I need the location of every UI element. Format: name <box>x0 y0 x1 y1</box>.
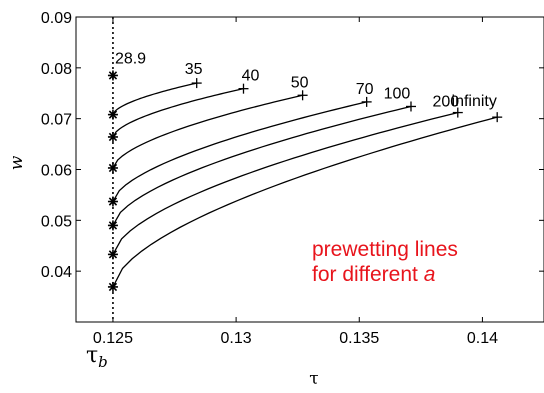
start-marker <box>107 249 118 260</box>
curve-40 <box>112 88 244 138</box>
y-tick-label: 0.08 <box>41 61 72 78</box>
y-tick-label: 0.09 <box>41 10 72 27</box>
axis-tick-labels: 0.125 0.13 0.135 0.14 0.04 0.05 0.06 0.07 0.08 0.… <box>41 10 498 347</box>
end-marker-200 <box>452 107 463 118</box>
x-tick-label: 0.135 <box>339 330 379 347</box>
curve-70 <box>112 101 367 202</box>
prewetting-curves <box>112 82 498 288</box>
curve-50 <box>112 94 303 169</box>
end-marker-100 <box>405 101 416 112</box>
start-marker <box>107 70 118 81</box>
curve-label-50: 50 <box>291 74 309 91</box>
plot-frame <box>75 16 544 323</box>
curve-35 <box>112 82 197 115</box>
start-marker <box>107 281 118 292</box>
annotation-var-a: a <box>424 263 436 286</box>
annotation-line1: prewetting lines <box>312 238 458 261</box>
start-marker <box>107 196 118 207</box>
x-axis-label: τ <box>309 369 318 389</box>
curve-label-35: 35 <box>185 61 203 78</box>
axis-ticks <box>76 16 544 322</box>
tau-b-label: τb <box>86 343 108 371</box>
curve-markers <box>107 70 503 292</box>
curve-label-40: 40 <box>242 68 260 85</box>
curve-label-200: 200 <box>432 94 459 111</box>
start-marker <box>107 131 118 142</box>
start-marker <box>107 109 118 120</box>
end-marker-50 <box>297 90 308 101</box>
y-axis-label: w <box>7 155 27 170</box>
annotation-line2-prefix: for different <box>312 263 424 286</box>
end-marker-40 <box>238 83 249 94</box>
annotation-line2: for different a <box>312 263 435 286</box>
curve-label-70: 70 <box>356 81 374 98</box>
curve-label-infinity: infinity <box>452 93 497 110</box>
y-tick-label: 0.04 <box>41 264 72 281</box>
start-marker <box>107 220 118 231</box>
x-tick-label: 0.13 <box>221 330 252 347</box>
x-tick-label: 0.14 <box>467 330 498 347</box>
y-tick-label: 0.06 <box>41 163 72 180</box>
y-tick-label: 0.05 <box>41 213 72 230</box>
curve-infinity <box>112 116 498 288</box>
end-marker-70 <box>361 96 372 107</box>
end-marker-infinity <box>492 112 503 123</box>
start-marker <box>107 162 118 173</box>
y-tick-label: 0.07 <box>41 112 72 129</box>
curve-100 <box>112 105 412 226</box>
x-tick-label: 0.125 <box>93 330 133 347</box>
curve-label-28.9: 28.9 <box>115 50 146 67</box>
curve-label-100: 100 <box>384 85 411 102</box>
curve-200 <box>112 111 458 255</box>
end-marker-35 <box>191 78 202 89</box>
